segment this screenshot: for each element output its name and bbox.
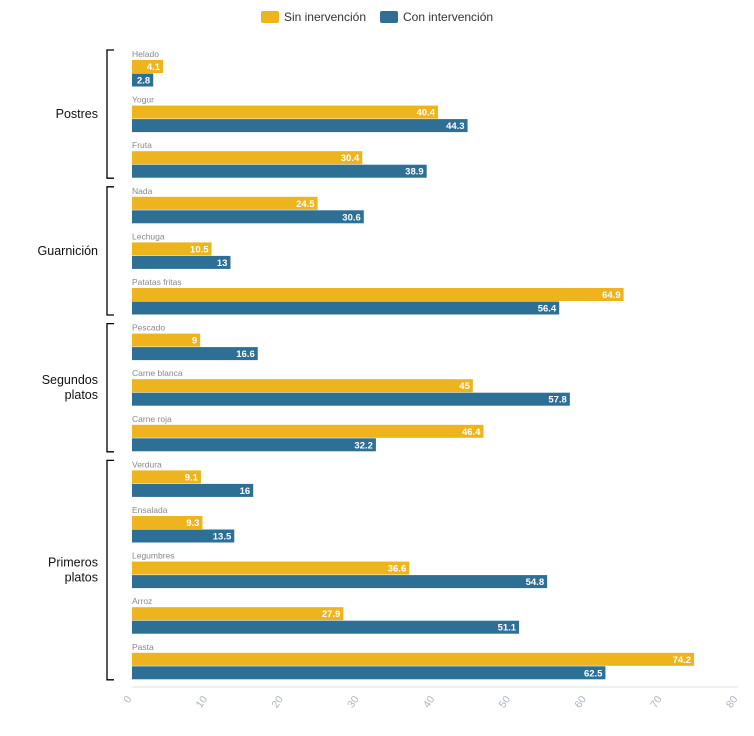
bar-helado-sin	[132, 60, 164, 73]
data-label-ensalada-con: 13.5	[213, 532, 232, 543]
data-label-patatas-fritas-sin: 64.9	[602, 290, 621, 301]
category-label-legumbres: Legumbres	[132, 551, 175, 561]
bar-legumbres-con	[132, 575, 548, 589]
category-label-nada: Nada	[132, 186, 153, 196]
data-label-nada-sin: 24.5	[296, 199, 315, 210]
x-tick-label-60: 60	[572, 694, 589, 711]
bar-patatas-fritas-sin	[132, 288, 624, 301]
data-label-nada-con: 30.6	[342, 212, 361, 223]
data-label-carne-roja-sin: 46.4	[462, 427, 481, 438]
x-tick-label-20: 20	[269, 694, 286, 711]
legend-item-con: Con intervención	[380, 10, 493, 24]
bar-patatas-fritas-con	[132, 301, 560, 315]
bar-helado-con	[132, 73, 154, 87]
data-label-lechuga-con: 13	[217, 258, 228, 269]
data-label-ensalada-sin: 9.3	[186, 518, 199, 529]
bar-nada-sin	[132, 196, 318, 210]
data-label-helado-sin: 4.1	[147, 62, 161, 73]
data-label-carne-blanca-con: 57.8	[548, 395, 567, 406]
category-label-lechuga: Lechuga	[132, 231, 165, 241]
x-tick-label-40: 40	[421, 694, 438, 711]
x-tick-label-30: 30	[345, 694, 362, 711]
data-label-arroz-con: 51.1	[498, 623, 517, 634]
bar-arroz-con	[132, 620, 520, 634]
category-label-verdura: Verdura	[132, 459, 162, 469]
data-label-carne-blanca-sin: 45	[459, 381, 470, 392]
group-bracket-postres	[106, 49, 114, 179]
category-label-arroz: Arroz	[132, 596, 152, 606]
bar-lechuga-con	[132, 255, 231, 269]
data-label-verdura-sin: 9.1	[185, 472, 199, 483]
group-label-segundos-platos-line2: platos	[65, 388, 98, 402]
group-bracket-segundos-platos	[106, 322, 114, 453]
bar-carne-roja-con	[132, 438, 376, 452]
bar-carne-blanca-sin	[132, 379, 473, 393]
group-bracket-guarnicion	[106, 186, 114, 316]
bar-carne-roja-sin	[132, 424, 484, 438]
bar-arroz-sin	[132, 607, 344, 621]
data-label-arroz-sin: 27.9	[322, 609, 341, 620]
category-label-pescado: Pescado	[132, 323, 165, 333]
data-label-pasta-con: 62.5	[584, 668, 603, 679]
data-label-lechuga-sin: 10.5	[190, 244, 209, 255]
category-label-carne-roja: Carne roja	[132, 414, 172, 424]
data-label-legumbres-con: 54.8	[526, 577, 545, 588]
data-label-verdura-con: 16	[240, 486, 251, 497]
legend-item-sin: Sin inervención	[260, 10, 366, 24]
x-tick-label-80: 80	[724, 694, 741, 711]
legend-label-sin: Sin inervención	[283, 10, 366, 24]
data-label-fruta-sin: 30.4	[341, 153, 360, 164]
group-label-postres: Postres	[56, 107, 98, 121]
bar-fruta-con	[132, 164, 427, 178]
group-label-primeros-platos-line2: platos	[65, 571, 98, 585]
category-label-helado: Helado	[132, 49, 159, 59]
bar-pescado-con	[132, 347, 258, 361]
category-label-fruta: Fruta	[132, 140, 152, 150]
data-label-helado-con: 2.8	[137, 76, 150, 87]
category-label-patatas-fritas: Patatas fritas	[132, 277, 182, 287]
bar-verdura-con	[132, 483, 254, 497]
x-tick-label-10: 10	[194, 694, 211, 711]
bar-verdura-sin	[132, 470, 201, 484]
x-tick-label-70: 70	[648, 694, 665, 711]
group-bracket-primeros-platos	[106, 459, 114, 681]
data-label-pescado-con: 16.6	[236, 349, 255, 360]
x-tick-label-50: 50	[497, 694, 514, 711]
bar-fruta-sin	[132, 151, 363, 165]
legend-swatch-con	[380, 11, 398, 23]
legend: Sin inervención Con intervención	[0, 10, 754, 24]
category-label-ensalada: Ensalada	[132, 505, 168, 515]
group-label-primeros-platos-line1: Primeros	[48, 556, 98, 570]
legend-swatch-sin	[260, 11, 279, 23]
category-label-carne-blanca: Carne blanca	[132, 368, 183, 378]
data-label-carne-roja-con: 32.2	[354, 440, 373, 451]
data-label-legumbres-sin: 36.6	[388, 564, 407, 575]
data-label-pescado-sin: 9	[192, 336, 197, 347]
bar-carne-blanca-con	[132, 392, 570, 406]
group-label-segundos-platos-line1: Segundos	[42, 373, 98, 387]
data-label-pasta-sin: 74.2	[673, 655, 692, 666]
x-tick-label-0: 0	[121, 694, 134, 706]
group-label-guarnicion: Guarnición	[38, 244, 98, 258]
category-label-pasta: Pasta	[132, 642, 154, 652]
bar-ensalada-con	[132, 529, 235, 543]
data-label-patatas-fritas-con: 56.4	[538, 304, 557, 315]
bar-yogur-con	[132, 119, 468, 133]
bar-yogur-sin	[132, 105, 439, 119]
data-label-yogur-con: 44.3	[446, 121, 465, 132]
bar-ensalada-sin	[132, 516, 203, 529]
bar-pescado-sin	[132, 333, 201, 347]
legend-label-con: Con intervención	[403, 10, 494, 24]
bar-pasta-sin	[132, 652, 695, 666]
data-label-yogur-sin: 40.4	[417, 108, 436, 119]
data-label-fruta-con: 38.9	[405, 167, 424, 178]
bar-pasta-con	[132, 666, 606, 680]
bar-lechuga-sin	[132, 242, 212, 256]
bar-legumbres-sin	[132, 561, 410, 575]
bar-nada-con	[132, 210, 364, 224]
category-label-yogur: Yogur	[132, 95, 154, 105]
